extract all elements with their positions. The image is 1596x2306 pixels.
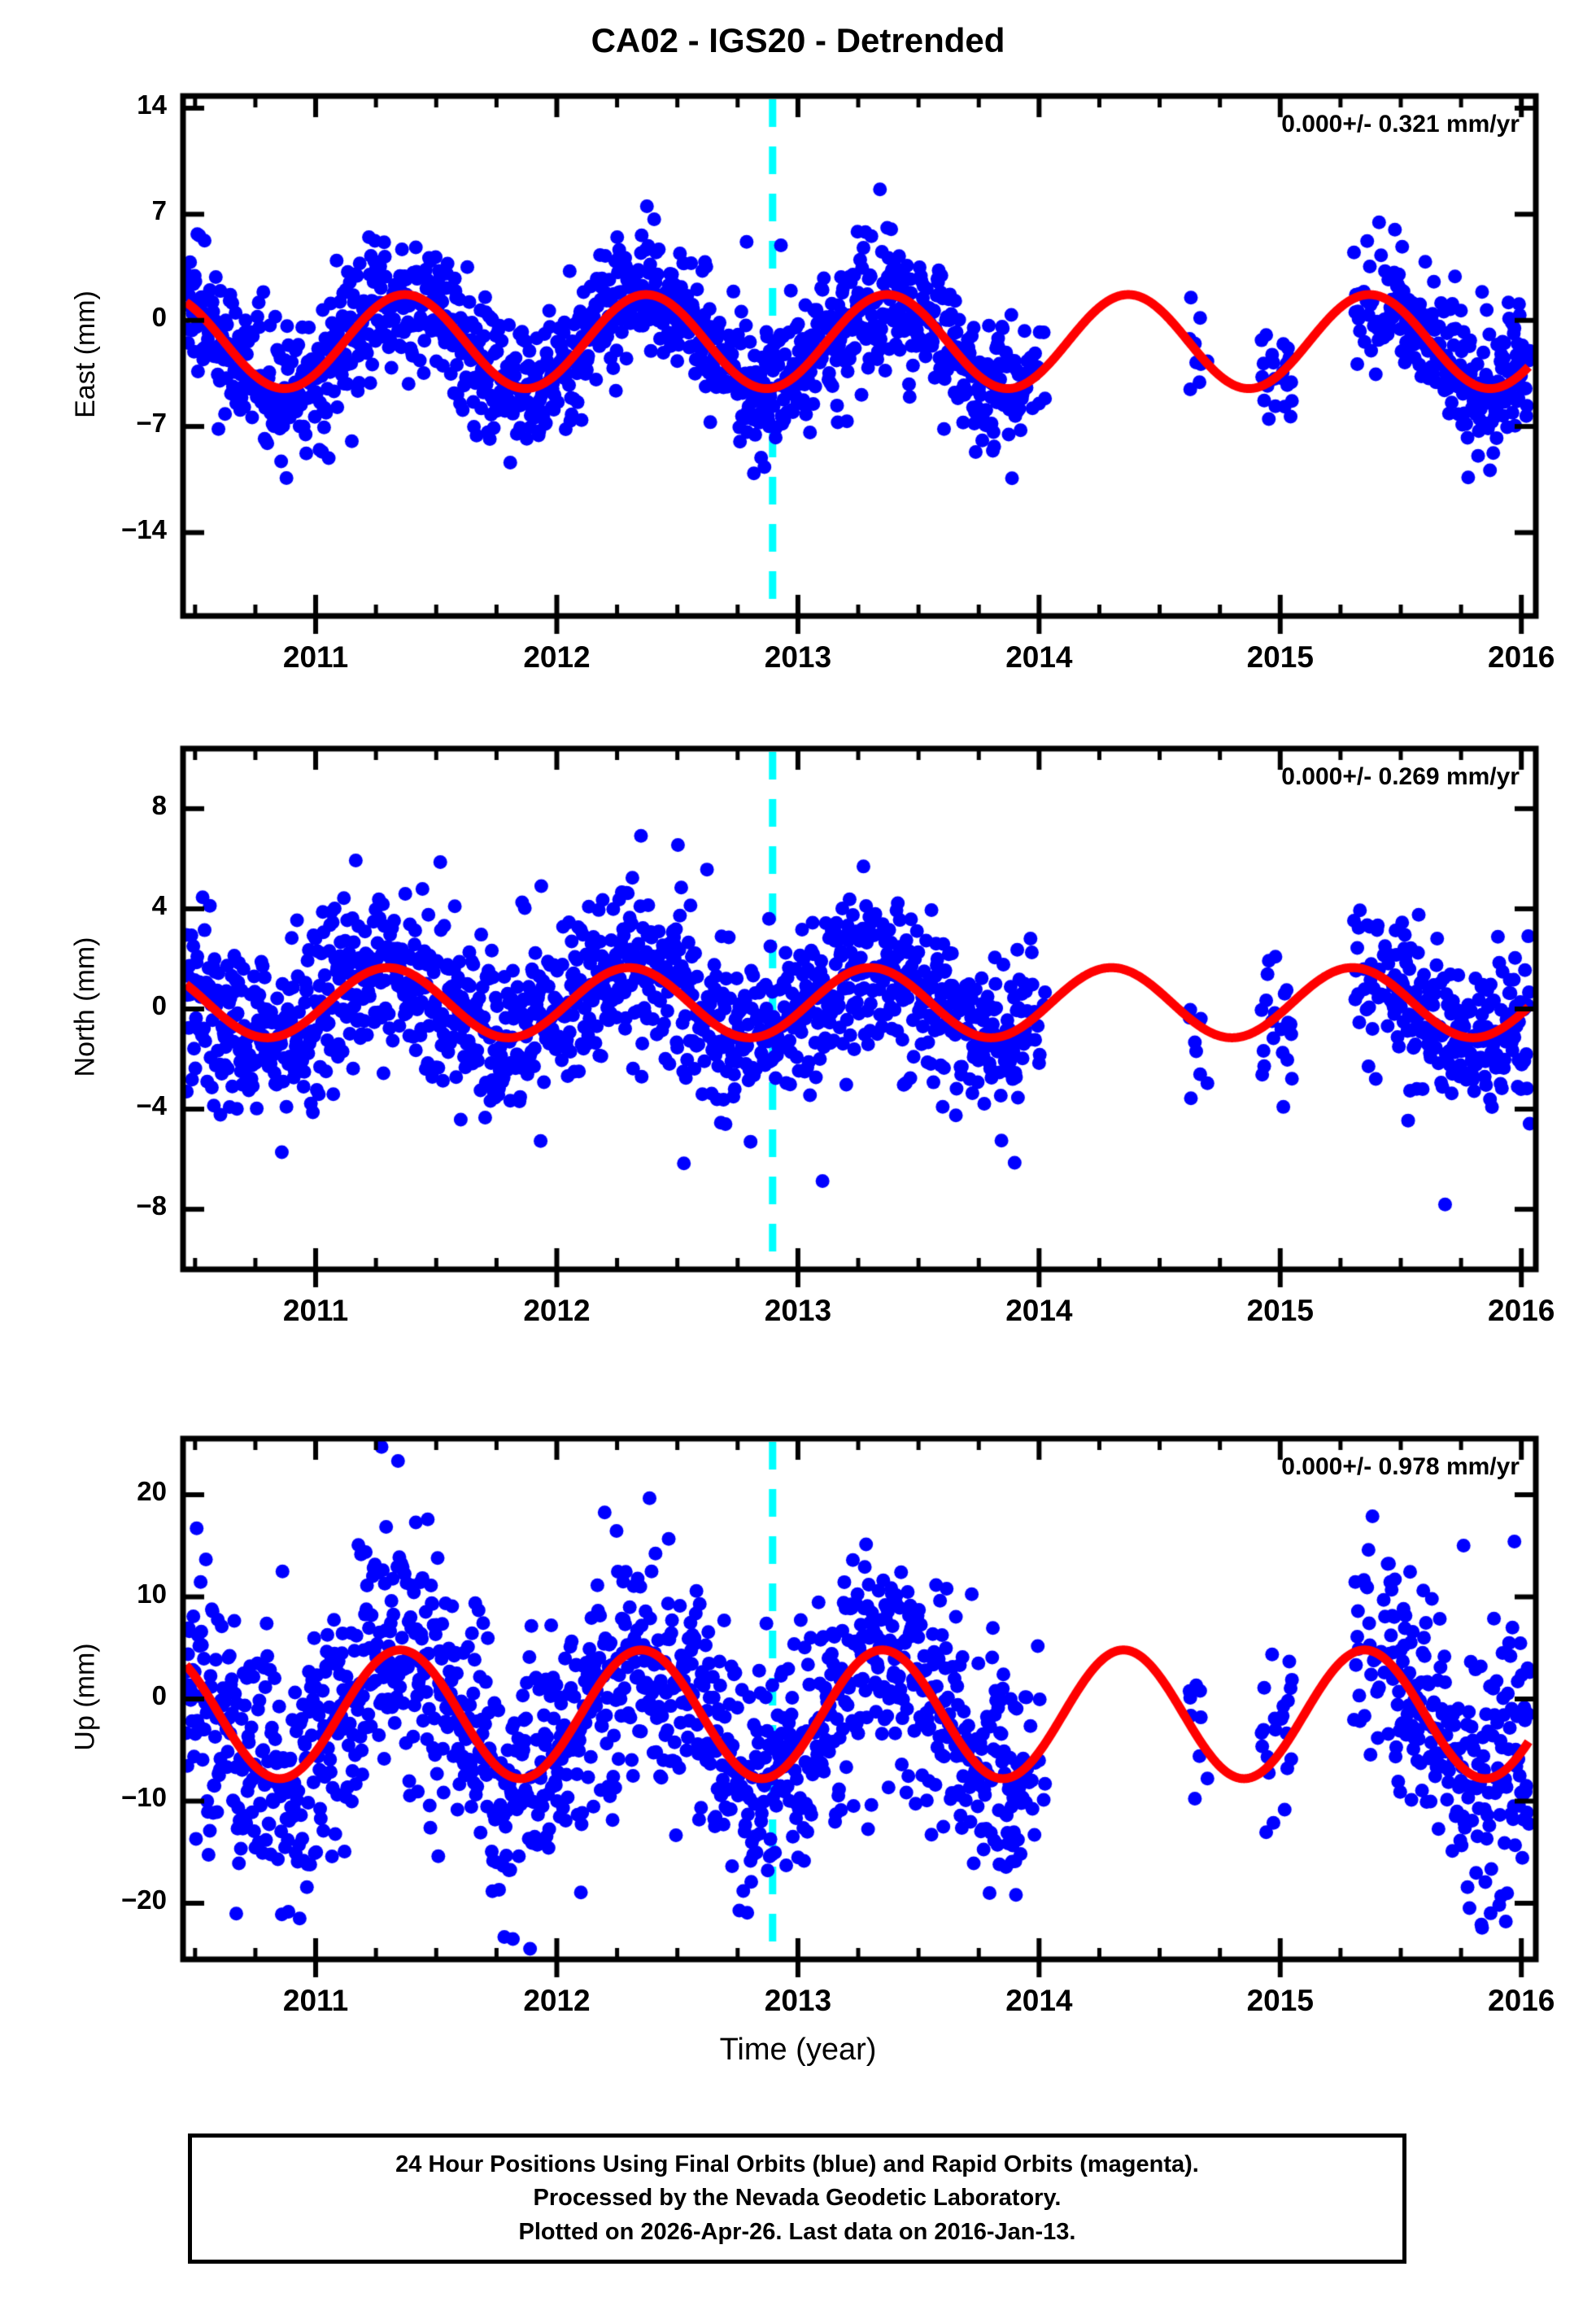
figure-caption-box: 24 Hour Positions Using Final Orbits (bl… xyxy=(188,2133,1406,2264)
caption-line-institution: Processed by the Nevada Geodetic Laborat… xyxy=(533,2185,1062,2212)
caption-line-dates: Plotted on 2026-Apr-26. Last data on 201… xyxy=(518,2218,1076,2245)
caption-line-orbits: 24 Hour Positions Using Final Orbits (bl… xyxy=(395,2151,1199,2178)
